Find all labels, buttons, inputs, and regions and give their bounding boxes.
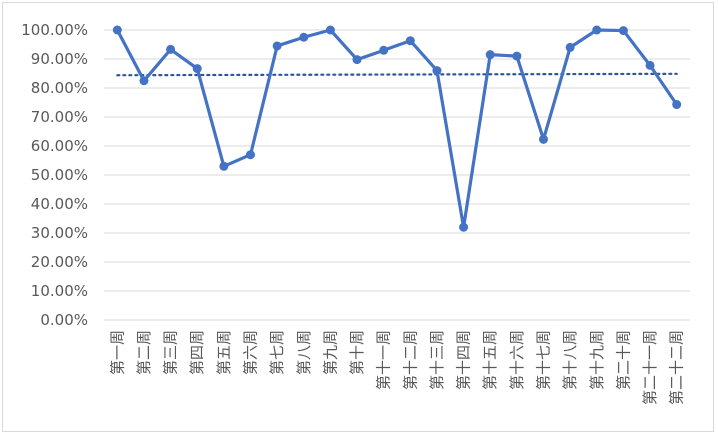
x-tick-label: 第十八周 <box>561 330 579 390</box>
x-tick-label: 第十七周 <box>535 330 553 390</box>
x-tick-label: 第八周 <box>295 330 313 375</box>
y-tick-label: 10.00% <box>31 282 88 300</box>
x-axis-tick-labels: 第一周 第二周 第三周 第四周 第五周 第六周 第七周 第八周 第九周 第十周 第十一周 第十二周 第十… <box>108 330 685 405</box>
data-point <box>485 50 495 60</box>
data-point <box>219 161 229 171</box>
y-tick-label: 80.00% <box>31 79 88 97</box>
x-tick-label: 第十九周 <box>588 330 606 390</box>
x-tick-label: 第十四周 <box>455 330 473 390</box>
x-tick-label: 第二十二周 <box>668 330 686 405</box>
x-tick-label: 第十周 <box>348 330 366 375</box>
x-tick-label: 第五周 <box>215 330 233 375</box>
trendline <box>116 72 678 77</box>
series-layer <box>112 25 682 232</box>
data-point <box>299 32 309 42</box>
data-point <box>512 51 522 61</box>
data-point <box>592 25 602 35</box>
data-point <box>192 64 202 74</box>
data-point <box>112 25 122 35</box>
series-line <box>115 28 679 229</box>
data-point <box>272 41 282 51</box>
x-tick-label: 第七周 <box>268 330 286 375</box>
y-tick-label: 100.00% <box>21 21 88 39</box>
x-tick-label: 第十一周 <box>375 330 393 390</box>
x-tick-label: 第一周 <box>108 330 126 375</box>
x-tick-label: 第二十周 <box>614 330 632 390</box>
y-tick-label: 20.00% <box>31 253 88 271</box>
x-tick-label: 第三周 <box>162 330 180 375</box>
data-point <box>352 55 362 65</box>
data-point <box>672 100 682 110</box>
x-tick-label: 第十三周 <box>428 330 446 390</box>
x-tick-label: 第六周 <box>242 330 260 375</box>
y-tick-label: 50.00% <box>31 166 88 184</box>
y-axis-tick-labels: 0.00% 10.00% 20.00% 30.00% 40.00% 50.00% 60.00… <box>21 21 88 329</box>
y-tick-label: 30.00% <box>31 224 88 242</box>
data-point <box>379 45 389 55</box>
x-tick-label: 第二十一周 <box>641 330 659 405</box>
x-tick-label: 第九周 <box>321 330 339 375</box>
x-tick-label: 第十六周 <box>508 330 526 390</box>
data-point <box>618 26 628 36</box>
gridlines <box>104 29 690 321</box>
y-tick-label: 60.00% <box>31 137 88 155</box>
y-tick-label: 90.00% <box>31 50 88 68</box>
y-tick-label: 70.00% <box>31 108 88 126</box>
x-tick-label: 第四周 <box>188 330 206 375</box>
data-point <box>539 134 548 144</box>
data-point <box>166 44 176 54</box>
y-tick-label: 0.00% <box>40 311 88 329</box>
data-point <box>432 66 442 76</box>
data-point <box>246 150 255 160</box>
x-tick-label: 第十二周 <box>401 330 419 390</box>
data-point <box>645 60 655 70</box>
trendline-layer <box>116 72 678 77</box>
data-point <box>565 42 575 52</box>
data-point <box>325 25 335 35</box>
data-point <box>139 76 149 86</box>
x-tick-label: 第十五周 <box>481 330 499 390</box>
y-tick-label: 40.00% <box>31 195 88 213</box>
data-point <box>459 222 469 232</box>
data-point <box>405 36 415 46</box>
x-tick-label: 第二周 <box>135 330 153 375</box>
